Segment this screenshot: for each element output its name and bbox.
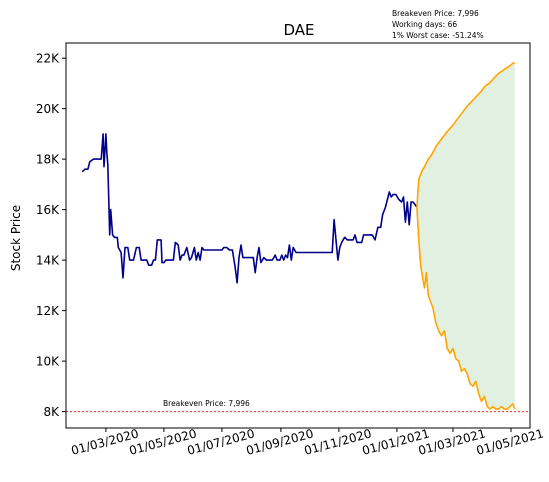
history-series-line	[81, 133, 418, 284]
x-tick-label-2: 01/07/2020	[186, 426, 256, 457]
series-lines-layer	[66, 62, 530, 413]
breakeven-label: Breakeven Price: 7,996	[163, 399, 250, 408]
y-axis-title: Stock Price	[9, 205, 23, 271]
y-tick-label-0: 8K	[43, 405, 60, 419]
y-tick-label-6: 20K	[36, 102, 60, 116]
projection-band	[416, 63, 515, 410]
y-tick-label-3: 14K	[36, 254, 60, 268]
y-tick-label-4: 16K	[36, 203, 60, 217]
projection-lower-line	[416, 207, 516, 410]
chart-title: DAE	[283, 21, 314, 39]
info-breakeven: Breakeven Price: 7,996	[392, 9, 479, 18]
info-working-days: Working days: 66	[392, 20, 457, 29]
y-tick-label-1: 10K	[36, 355, 60, 369]
x-tick-label-7: 01/05/2021	[475, 426, 545, 457]
y-tick-label-2: 12K	[36, 304, 60, 318]
info-box: Breakeven Price: 7,996 Working days: 66 …	[392, 9, 484, 40]
y-tick-label-5: 18K	[36, 153, 60, 167]
y-tick-label-7: 22K	[36, 52, 60, 66]
projection-upper-line	[416, 62, 515, 208]
plot-frame	[65, 42, 531, 429]
projection-band-layer	[416, 63, 515, 410]
info-worst-case: 1% Worst case: -51.24%	[392, 31, 484, 40]
